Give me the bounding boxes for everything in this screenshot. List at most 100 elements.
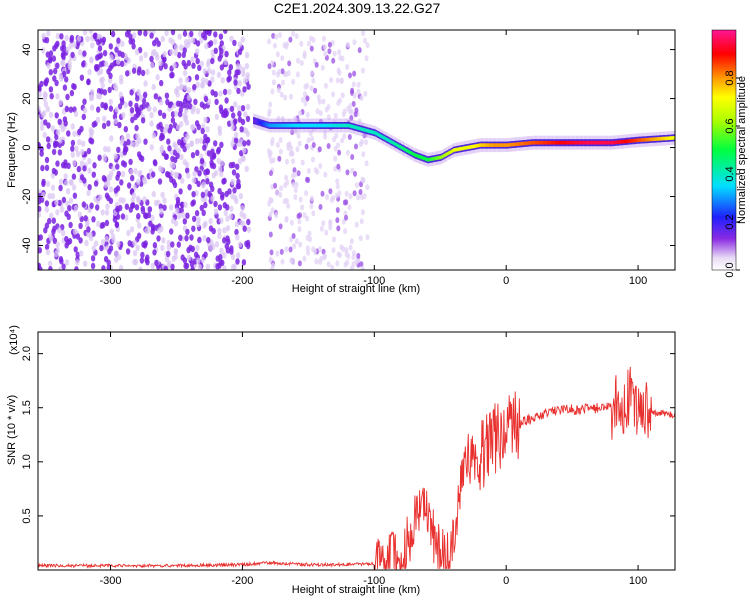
noise-speckle-point [132,239,137,247]
noise-speckle-point [337,149,342,156]
noise-speckle-point [102,155,107,163]
ridge-core [326,123,329,128]
noise-speckle-point [279,185,284,192]
noise-speckle-point [139,104,144,111]
noise-speckle-point [219,217,224,224]
ridge-core [614,140,616,145]
noise-speckle-point [195,40,201,47]
ridge-core [642,138,644,142]
noise-speckle-point [308,130,313,137]
noise-speckle-point [69,36,74,44]
noise-speckle-point [95,204,100,211]
noise-speckle-point [223,209,228,216]
noise-speckle-point [180,201,185,209]
noise-speckle-point [167,127,172,134]
noise-speckle-point [57,199,62,207]
noise-speckle-point [329,77,334,83]
ridge-core [475,144,478,148]
ridge-core [309,123,312,128]
noise-speckle-point [89,128,95,136]
ridge-core [524,141,527,146]
ridge-core [334,123,337,128]
noise-speckle-point [68,221,73,229]
noise-speckle-point [124,31,130,38]
ridge-core [659,137,661,141]
ridge-core [635,138,637,143]
noise-speckle-point [346,253,351,260]
noise-speckle-point [306,177,311,183]
noise-speckle-point [71,83,76,90]
ridge-core [639,138,641,142]
noise-speckle-point [208,217,213,225]
ridge-core [494,143,496,147]
noise-speckle-point [303,100,308,107]
noise-speckle-point [137,222,142,229]
noise-speckle-point [163,265,168,270]
ridge-core [461,146,463,151]
ridge-core [255,119,258,124]
ridge-core [267,123,270,127]
noise-speckle-point [173,49,178,56]
ridge-core [357,126,359,130]
ridge-core [638,138,640,142]
noise-speckle-point [164,255,170,263]
noise-speckle-point [147,30,152,34]
noise-speckle-point [110,233,116,240]
noise-speckle-point [195,257,201,264]
noise-speckle-point [210,69,216,76]
noise-speckle-point [70,139,76,147]
ridge-core [270,123,272,128]
noise-speckle-point [203,201,208,209]
noise-speckle-point [223,30,228,34]
noise-speckle-point [113,153,118,160]
ridge-core [349,124,351,128]
chart-title: C2E1.2024.309.13.22.G27 [274,0,441,16]
noise-speckle-point [108,43,114,50]
ridge-core [308,123,310,128]
noise-speckle-point [192,215,197,223]
noise-speckle-point [235,63,241,70]
noise-speckle-point [231,112,236,119]
ridge-core [495,143,498,147]
y-tick-label: 1.0 [21,454,33,469]
noise-speckle-point [156,123,161,130]
noise-speckle-point [125,248,131,255]
noise-speckle-point [98,61,104,68]
ridge-core [543,140,545,145]
noise-speckle-point [208,40,214,47]
noise-speckle-point [196,123,201,131]
noise-speckle-point [302,50,307,57]
noise-speckle-point [357,118,362,125]
noise-speckle-point [39,150,44,157]
noise-speckle-point [48,266,53,270]
noise-speckle-point [78,222,83,230]
noise-speckle-point [230,140,235,148]
ridge-core [632,138,635,143]
noise-speckle-point [61,196,67,204]
noise-speckle-point [151,83,156,91]
noise-speckle-point [236,252,241,259]
noise-speckle-point [41,191,46,199]
ridge-core [328,123,330,128]
noise-speckle-point [107,174,113,181]
noise-speckle-point [108,245,114,252]
ridge-core [549,140,552,145]
noise-speckle-point [53,67,58,75]
noise-speckle-point [61,70,67,78]
noise-speckle-point [104,192,110,199]
ridge-core [321,123,324,128]
noise-speckle-point [199,204,204,212]
ridge-core [431,157,433,161]
noise-speckle-point [235,163,240,170]
noise-speckle-point [278,32,282,39]
ridge-core [417,154,420,159]
noise-speckle-point [350,264,354,270]
ridge-core [301,123,304,128]
noise-speckle-point [182,47,187,54]
noise-speckle-point [157,109,163,117]
noise-speckle-point [240,205,245,212]
noise-speckle-point [82,165,87,172]
noise-speckle-point [348,244,353,251]
ridge-core [564,140,566,145]
